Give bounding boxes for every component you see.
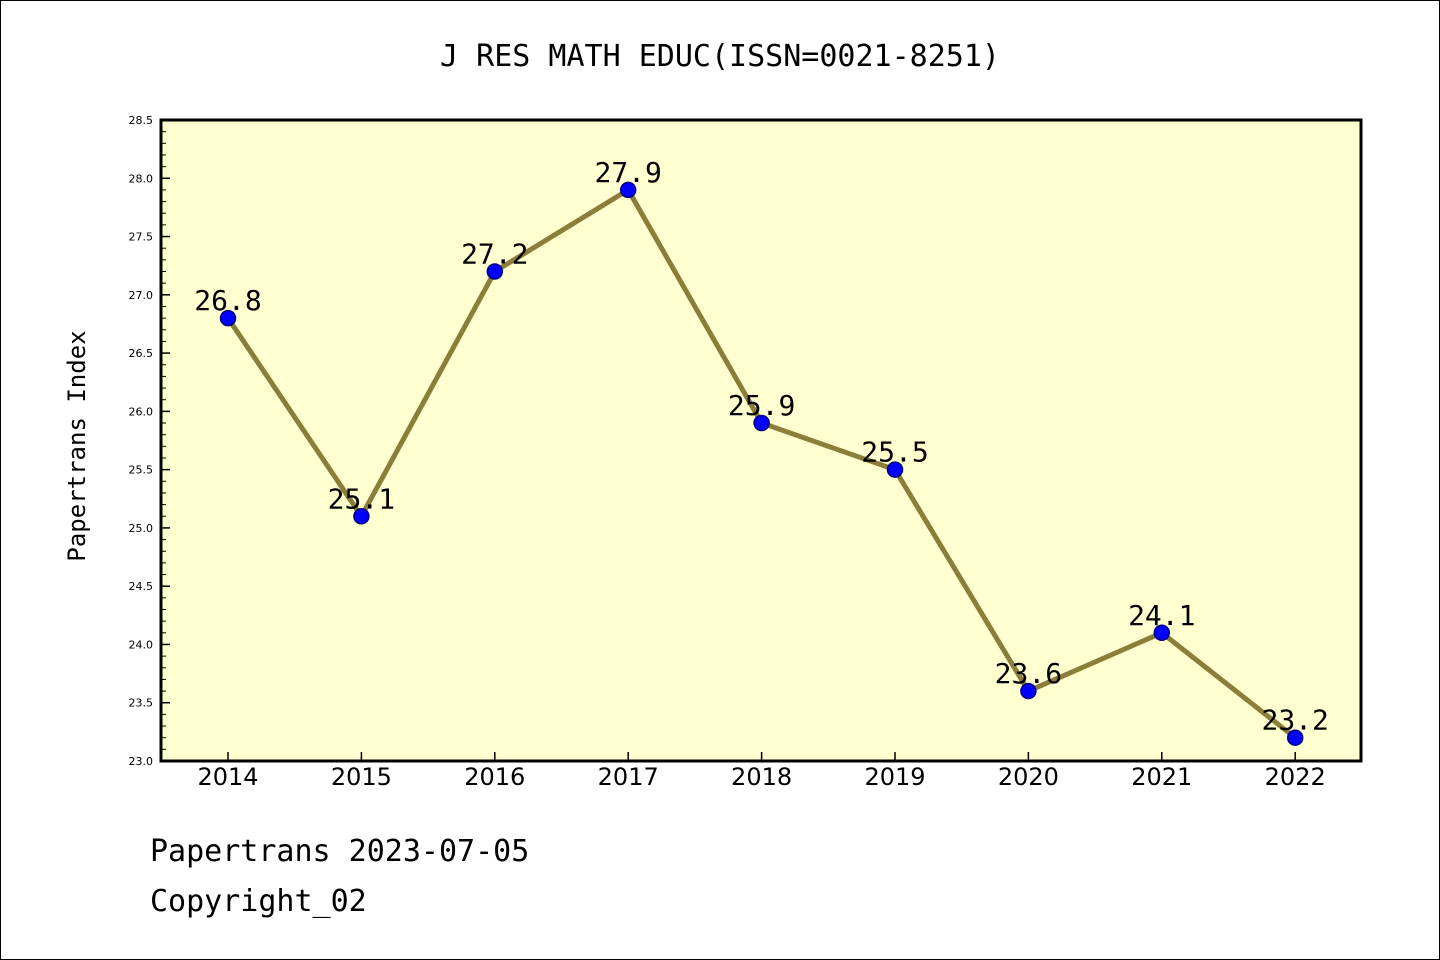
data-point [486, 263, 504, 280]
data-label: 24.1 [1128, 599, 1195, 632]
footer-copyright-text: Copyright_02 [150, 884, 367, 919]
y-tick-label: 28.5 [129, 114, 154, 127]
y-axis-tick-labels: 23.0 23.5 24.0 24.5 25.0 25.5 26.0 26.5 27.0 27.5… [129, 114, 154, 768]
x-tick-label: 2020 [998, 763, 1059, 791]
axis-ticks [161, 119, 1296, 762]
y-tick-label: 23.0 [129, 755, 154, 768]
x-tick-label: 2016 [464, 763, 525, 791]
x-tick-label: 2017 [598, 763, 659, 791]
data-point [753, 414, 770, 432]
data-point [219, 309, 237, 327]
x-tick-label: 2021 [1131, 763, 1192, 791]
y-tick-label: 26.5 [129, 347, 154, 360]
y-tick-label: 26.0 [129, 405, 154, 418]
y-tick-label: 25.0 [129, 522, 154, 535]
data-point [1153, 624, 1171, 642]
x-tick-label: 2014 [197, 763, 258, 791]
chart-title: J RES MATH EDUC(ISSN=0021-8251) [440, 39, 1000, 74]
x-tick-label: 2022 [1265, 763, 1326, 791]
y-tick-label: 27.5 [129, 231, 154, 244]
data-point [1020, 682, 1037, 700]
data-point [886, 461, 904, 478]
y-tick-label: 24.5 [129, 580, 154, 593]
y-axis-label: Papertrans Index [63, 330, 91, 561]
plot-area [159, 118, 1363, 763]
y-tick-label: 24.0 [129, 638, 154, 651]
data-point [353, 508, 370, 525]
data-label: 25.1 [328, 482, 395, 515]
y-tick-label: 23.5 [129, 697, 154, 710]
data-point [1286, 729, 1304, 746]
data-label: 25.9 [728, 389, 795, 422]
data-label: 23.2 [1261, 704, 1328, 737]
x-axis-tick-labels: 2014 2015 2016 2017 2018 2019 2020 2021 2022 [197, 763, 1325, 791]
data-label: 23.6 [995, 657, 1062, 690]
data-labels: 26.8 25.1 27.2 27.9 25.9 25.5 23.6 24.1 23.2 [194, 156, 1329, 737]
data-label: 27.2 [461, 238, 528, 271]
data-points [219, 181, 1304, 746]
data-label: 27.9 [594, 156, 661, 189]
y-tick-label: 25.5 [129, 464, 154, 477]
x-tick-label: 2015 [331, 763, 392, 791]
x-tick-label: 2019 [864, 763, 925, 791]
data-label: 26.8 [194, 284, 261, 317]
footer-date-text: Papertrans 2023-07-05 [150, 834, 530, 869]
x-tick-label: 2018 [731, 763, 792, 791]
y-tick-label: 27.0 [129, 289, 154, 302]
data-point [619, 181, 637, 199]
y-tick-label: 28.0 [129, 172, 154, 185]
data-label: 25.5 [861, 436, 928, 469]
